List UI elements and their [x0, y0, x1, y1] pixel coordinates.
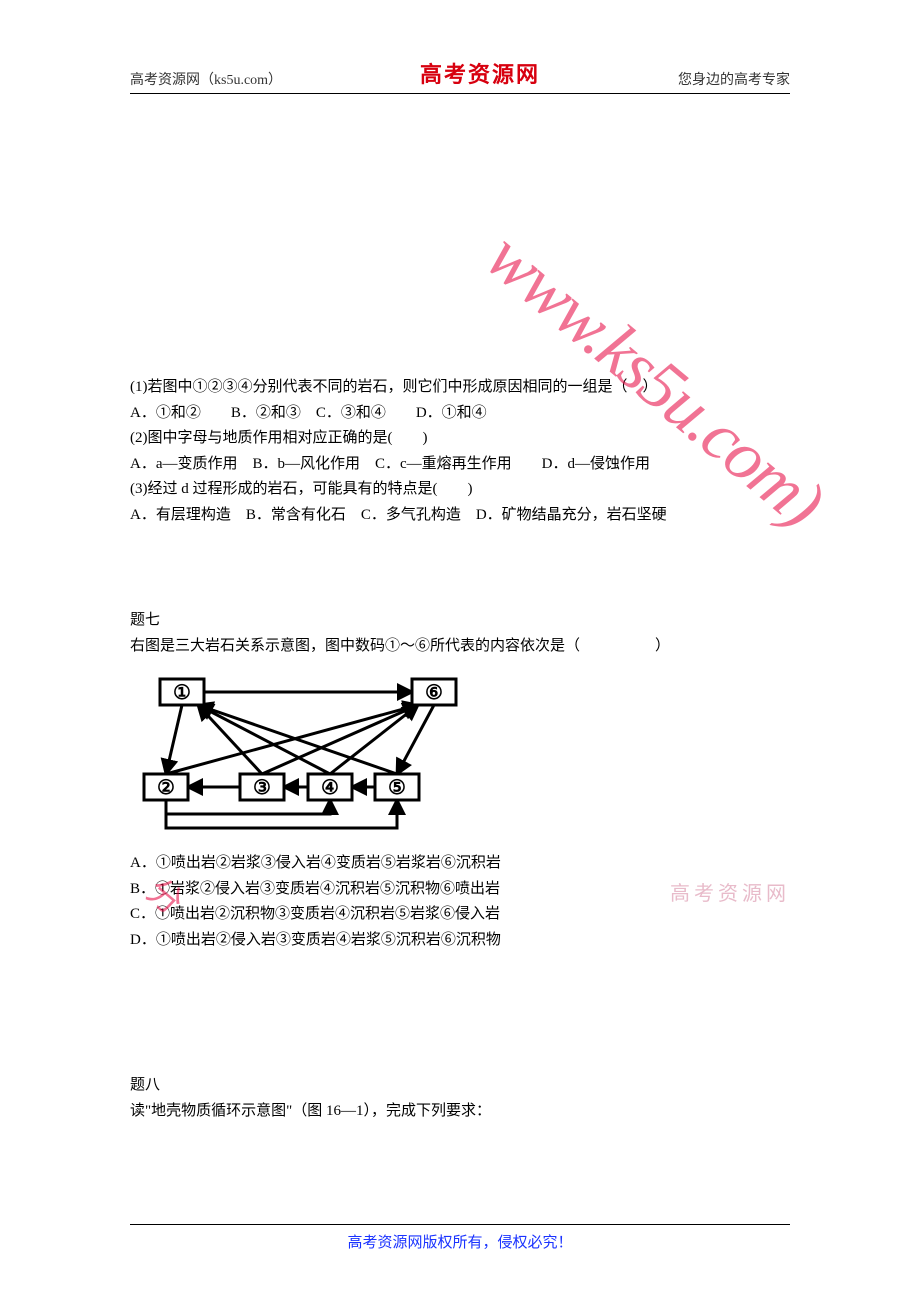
q7-option-b: B．①岩浆②侵入岩③变质岩④沉积岩⑤沉积物⑥喷出岩 — [130, 877, 790, 903]
q6-part3-options: A．有层理构造 B．常含有化石 C．多气孔构造 D．矿物结晶充分，岩石坚硬 — [130, 503, 790, 529]
q7-diagram: ① ⑥ ② ③ ④ ⑤ — [130, 669, 790, 839]
q7-stem: 右图是三大岩石关系示意图，图中数码①〜⑥所代表的内容依次是（ ） — [130, 634, 790, 660]
q7-option-d: D．①喷出岩②侵入岩③变质岩④岩浆⑤沉积岩⑥沉积物 — [130, 928, 790, 954]
q8-title: 题八 — [130, 1073, 790, 1099]
q6-part2-options: A．a—变质作用 B．b—风化作用 C．c—重熔再生作用 D．d—侵蚀作用 — [130, 452, 790, 478]
svg-text:②: ② — [157, 777, 175, 799]
svg-text:①: ① — [173, 682, 191, 704]
header-center: 高考资源网 — [420, 57, 540, 89]
q8-stem: 读"地壳物质循环示意图"（图 16—1），完成下列要求： — [130, 1099, 790, 1125]
rock-cycle-diagram: ① ⑥ ② ③ ④ ⑤ — [130, 669, 470, 839]
question-7: 题七 右图是三大岩石关系示意图，图中数码①〜⑥所代表的内容依次是（ ） ① ⑥ ② ③… — [130, 608, 790, 953]
q6-part3: (3)经过 d 过程形成的岩石，可能具有的特点是( ) — [130, 477, 790, 503]
footer: 高考资源网版权所有，侵权必究！ — [130, 1224, 790, 1252]
page: 高考资源网（ks5u.com） 高考资源网 您身边的高考专家 (1)若图中①②③… — [0, 0, 920, 1302]
question-6-fragment: (1)若图中①②③④分别代表不同的岩石，则它们中形成原因相同的一组是（ ） A．… — [130, 375, 790, 528]
q7-title: 题七 — [130, 608, 790, 634]
question-8: 题八 读"地壳物质循环示意图"（图 16—1），完成下列要求： — [130, 1073, 790, 1124]
header: 高考资源网（ks5u.com） 高考资源网 您身边的高考专家 — [130, 57, 790, 94]
q7-option-a: A．①喷出岩②岩浆③侵入岩④变质岩⑤岩浆岩⑥沉积岩 — [130, 851, 790, 877]
q6-part1: (1)若图中①②③④分别代表不同的岩石，则它们中形成原因相同的一组是（ ） — [130, 375, 790, 401]
svg-text:④: ④ — [321, 777, 339, 799]
header-right: 您身边的高考专家 — [678, 69, 790, 89]
svg-text:⑥: ⑥ — [425, 682, 443, 704]
svg-text:③: ③ — [253, 777, 271, 799]
q6-part2: (2)图中字母与地质作用相对应正确的是( ) — [130, 426, 790, 452]
q6-part1-options: A．①和② B．②和③ C．③和④ D．①和④ — [130, 401, 790, 427]
svg-text:⑤: ⑤ — [388, 777, 406, 799]
header-left: 高考资源网（ks5u.com） — [130, 69, 282, 89]
content: (1)若图中①②③④分别代表不同的岩石，则它们中形成原因相同的一组是（ ） A．… — [130, 100, 790, 1124]
q7-option-c: C．①喷出岩②沉积物③变质岩④沉积岩⑤岩浆⑥侵入岩 — [130, 902, 790, 928]
